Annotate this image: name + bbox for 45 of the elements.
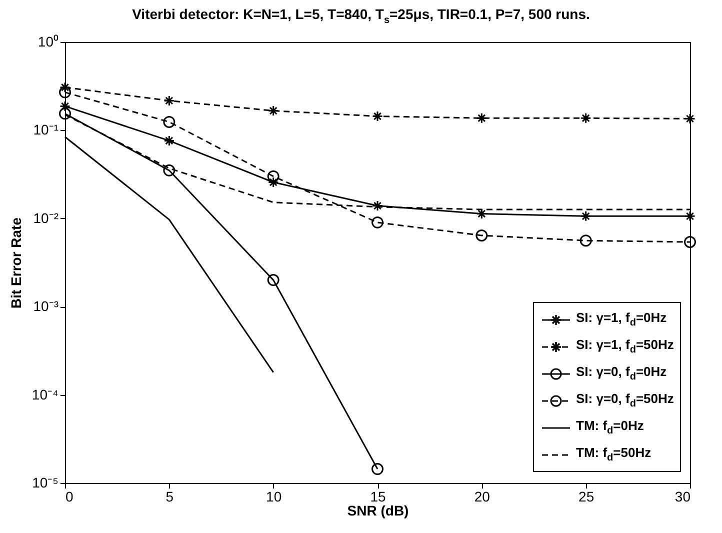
x-tick-label: 15	[370, 488, 386, 504]
point	[372, 216, 384, 228]
point	[372, 110, 383, 122]
y-tick-label: 10⁻²	[33, 210, 59, 226]
point	[60, 82, 70, 93]
point	[684, 113, 696, 124]
x-tick-label: 25	[578, 488, 594, 504]
point	[684, 236, 696, 248]
point	[372, 200, 383, 212]
legend-label: TM: f$_{d}$=0Hz	[576, 418, 644, 437]
point	[268, 105, 279, 116]
y-axis-title: Bit Error Rate	[8, 217, 24, 309]
x-tick-label: 20	[474, 488, 490, 504]
point	[163, 116, 176, 128]
x-axis-title: SNR (dB)	[347, 502, 409, 518]
legend-label: TM: f$_{d}$=50Hz	[576, 445, 652, 464]
x-tick-label: 5	[166, 488, 174, 504]
point	[164, 95, 175, 106]
point	[164, 135, 175, 146]
y-tick-label: 10⁻³	[33, 298, 59, 314]
y-tick-label: 10⁰	[38, 34, 58, 50]
x-tick-label: 0	[66, 488, 74, 504]
legend-label: SI: γ=0, f$_{d}$=0Hz	[576, 364, 667, 383]
point	[372, 463, 384, 476]
point	[580, 210, 592, 222]
point	[580, 112, 592, 124]
point	[476, 208, 488, 220]
legend-label: SI: γ=1, f$_{d}$=50Hz	[576, 337, 674, 356]
x-tick-label: 10	[266, 488, 282, 504]
point	[163, 164, 176, 176]
point	[59, 108, 71, 120]
legend-label: SI: γ=0, f$_{d}$=50Hz	[576, 391, 674, 410]
legend-label: SI: γ=1, f$_{d}$=0Hz	[576, 310, 667, 329]
point	[59, 86, 71, 98]
y-tick-label: 10⁻⁴	[32, 386, 58, 402]
point	[580, 234, 592, 247]
point	[476, 112, 488, 124]
point	[267, 274, 280, 286]
chart-title: Viterbi detector: K=N=1, L=5, T=840, T$_{s}$=25μs, TIR=0.1, P=7, 500 runs.	[131, 6, 591, 26]
y-tick-label: 10⁻¹	[33, 122, 59, 138]
x-tick-label: 30	[674, 488, 691, 504]
point	[476, 230, 488, 242]
point	[684, 210, 696, 222]
point	[60, 100, 70, 112]
y-tick-label: 10⁻⁵	[32, 474, 58, 490]
